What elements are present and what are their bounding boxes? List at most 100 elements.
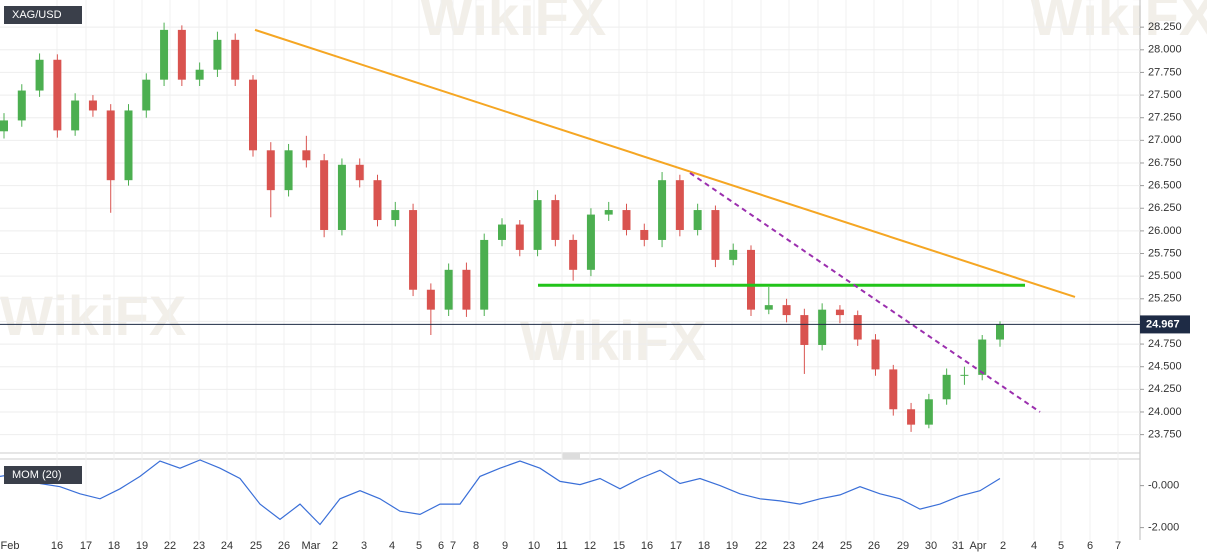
candle-body [444, 269, 453, 310]
last-price-box [1140, 315, 1190, 334]
candle-body [266, 150, 275, 191]
candle-body [337, 164, 346, 230]
candle-body [124, 110, 133, 181]
trendline [254, 28, 1076, 298]
candle-body [231, 39, 240, 80]
x-tick-label: 7 [450, 540, 456, 552]
candle-body [960, 374, 969, 376]
y-tick-label: -2.000 [1148, 522, 1179, 534]
watermark: WikiFX [0, 284, 186, 347]
y-tick-label: 26.500 [1148, 180, 1182, 192]
candle-body [569, 239, 578, 270]
indicator-title: MOM (20) [12, 469, 62, 481]
last-price-label: 24.967 [1146, 318, 1180, 330]
x-tick-label: 4 [1031, 540, 1037, 552]
resize-handle[interactable] [562, 453, 580, 459]
y-tick-label: 26.000 [1148, 225, 1182, 237]
candle-body [88, 100, 97, 111]
candle-body [142, 79, 151, 111]
x-tick-label: 6 [438, 540, 444, 552]
candle-body [693, 210, 702, 230]
candle-body [106, 110, 115, 181]
x-tick-label: 11 [556, 540, 567, 552]
x-tick-label: 19 [726, 540, 738, 552]
y-tick-label: 24.000 [1148, 406, 1182, 418]
y-tick-label: 26.250 [1148, 202, 1182, 214]
candle-body [711, 210, 720, 260]
candle-body [462, 269, 471, 310]
y-tick-label: 25.750 [1148, 247, 1182, 259]
x-tick-label: 18 [698, 540, 710, 552]
candle-body [907, 409, 916, 425]
candle-body [320, 160, 329, 230]
x-tick-label: 30 [925, 540, 937, 552]
x-tick-label: 15 [613, 540, 625, 552]
y-tick-label: 27.000 [1148, 134, 1182, 146]
x-tick-label: 3 [361, 540, 367, 552]
candle-body [747, 249, 755, 310]
x-tick-label: 31 [952, 540, 964, 552]
candle-body [177, 29, 186, 80]
candle-body [835, 309, 844, 316]
candle-body [604, 210, 613, 215]
symbol-title: XAG/USD [12, 9, 62, 21]
candle-body [675, 180, 684, 230]
x-tick-label: 25 [840, 540, 852, 552]
x-tick-label: 22 [164, 540, 176, 552]
candle-body [729, 249, 738, 260]
candle-body [533, 200, 542, 250]
candle-body [373, 180, 382, 221]
y-tick-label: 24.250 [1148, 383, 1182, 395]
candle-body [284, 150, 293, 191]
x-tick-label: 4 [389, 540, 395, 552]
candle-body [640, 229, 649, 240]
y-tick-label: 23.750 [1148, 429, 1182, 441]
x-tick-label: 24 [221, 540, 233, 552]
candle-body [658, 180, 667, 240]
x-tick-label: 6 [1087, 540, 1093, 552]
x-tick-label: 26 [278, 540, 290, 552]
momentum-line [0, 459, 1001, 526]
candle-body [53, 59, 62, 131]
x-tick-label: 23 [193, 540, 205, 552]
trendline [689, 172, 1041, 413]
y-tick-label: 27.500 [1148, 89, 1182, 101]
candle-body [355, 164, 364, 181]
x-tick-label: Apr [969, 540, 986, 552]
x-tick-label: 26 [868, 540, 880, 552]
candle-body [480, 239, 489, 310]
candle-body [800, 315, 809, 345]
candle-body [889, 369, 898, 410]
candle-body [160, 29, 169, 80]
y-tick-label: 24.500 [1148, 361, 1182, 373]
x-tick-label: 5 [1058, 540, 1064, 552]
y-tick-label: -0.000 [1148, 480, 1179, 492]
candle-body [515, 224, 524, 250]
x-tick-label: 12 [584, 540, 596, 552]
y-tick-label: 27.250 [1148, 112, 1182, 124]
candle-body [409, 210, 418, 290]
candle-body [978, 339, 987, 375]
x-tick-label: 16 [51, 540, 63, 552]
candle-body [0, 120, 8, 132]
y-tick-label: 24.750 [1148, 338, 1182, 350]
candle-body [302, 150, 311, 161]
x-tick-label: 17 [670, 540, 682, 552]
candle-body [498, 224, 506, 240]
candle-body [391, 210, 400, 221]
x-tick-label: 16 [641, 540, 653, 552]
candle-body [924, 399, 933, 425]
x-tick-label: 23 [783, 540, 795, 552]
x-tick-label: Feb [1, 540, 20, 552]
x-tick-label: 9 [502, 540, 508, 552]
candle-body [71, 100, 80, 131]
x-tick-label: 19 [136, 540, 148, 552]
x-tick-label: 2 [1000, 540, 1006, 552]
x-tick-label: 25 [250, 540, 262, 552]
x-tick-label: 7 [1115, 540, 1121, 552]
y-tick-label: 28.000 [1148, 44, 1182, 56]
candle-body [853, 315, 862, 340]
y-tick-label: 26.750 [1148, 157, 1182, 169]
